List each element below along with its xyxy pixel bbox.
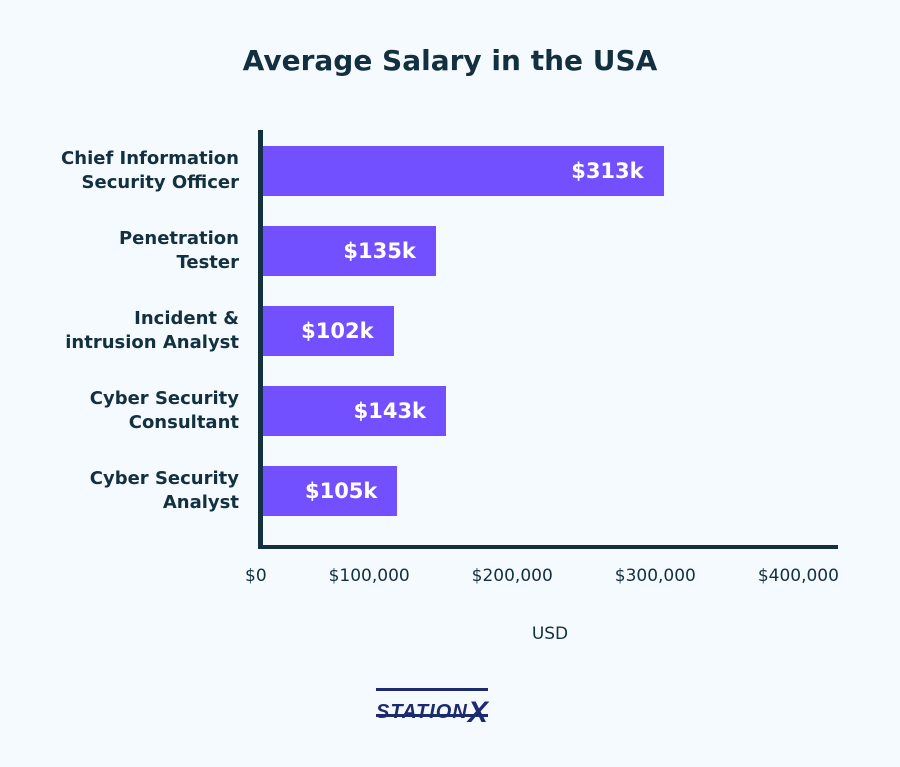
bar-data-label: $135k [343,239,416,263]
logo-x: X [467,696,489,729]
x-tick-label: $400,000 [757,566,839,586]
bar-data-label: $143k [353,399,427,423]
x-tick-label: $200,000 [471,566,553,586]
chart-title: Average Salary in the USA [242,44,658,77]
x-axis-line [258,545,838,549]
bar-data-label: $102k [301,319,374,343]
category-label: Incident & intrusion Analyst [65,308,239,353]
category-label: Cyber Security Consultant [89,388,239,433]
y-axis-line [258,130,263,549]
x-tick-label: $0 [245,566,267,586]
logo-text: STATION [376,701,468,723]
x-axis-ticks: $0 $100,000 $200,000 $300,000 $400,000 [245,566,839,586]
bar: $313k [263,146,664,196]
category-label: Penetration Tester [118,228,239,273]
bar-data-label: $105k [304,479,378,503]
bar: $135k [263,226,436,276]
stationx-logo: STATIONX [376,688,526,729]
x-axis-label: USD [531,624,569,644]
bar: $102k [263,306,394,356]
bar-data-label: $313k [571,159,644,183]
category-label: Cyber Security Analyst [89,468,239,513]
category-label: Chief Information Security Officer [61,148,239,193]
bar: $143k [263,386,447,436]
bar: $105k [263,466,398,516]
x-tick-label: $300,000 [614,566,696,586]
x-tick-label: $100,000 [328,566,410,586]
